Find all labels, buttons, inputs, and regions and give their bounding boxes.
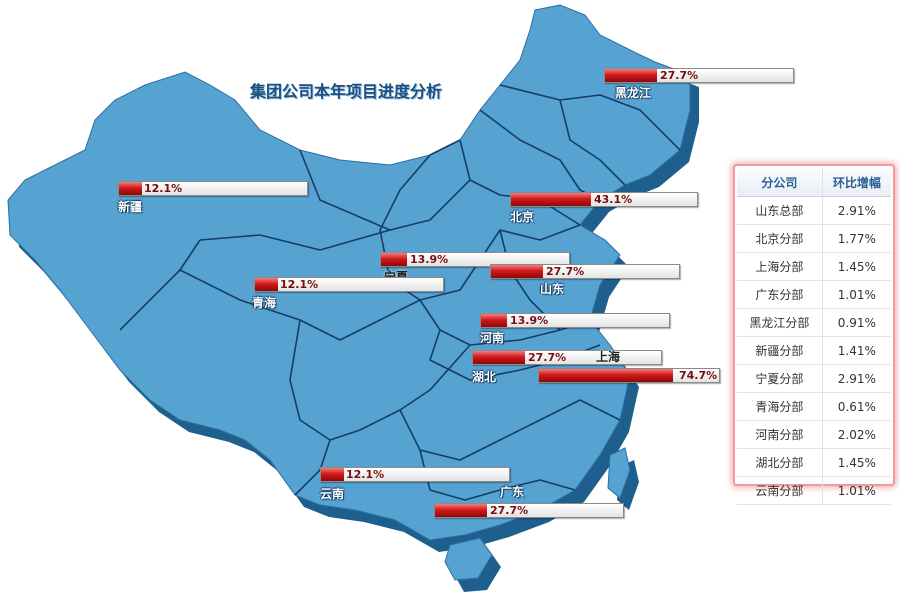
branch-cell: 河南分部 xyxy=(737,420,823,449)
table-row: 云南分部 1.01% xyxy=(737,476,891,505)
region-label-henan: 河南 xyxy=(480,331,505,345)
progress-fill xyxy=(605,69,657,82)
progress-fill xyxy=(381,253,407,266)
progress-fill xyxy=(473,351,525,364)
growth-table-panel: 分公司 环比增幅 山东总部 2.91% 北京分部 1.77% 上海分部 1.45% 广… xyxy=(733,164,895,505)
table-row: 黑龙江分部 0.91% xyxy=(737,308,891,337)
region-label-hubei: 湖北 xyxy=(472,370,497,384)
progress-fill xyxy=(511,193,591,206)
table-header-row: 分公司 环比增幅 xyxy=(737,168,891,197)
table-row: 上海分部 1.45% xyxy=(737,252,891,281)
growth-cell: 0.91% xyxy=(821,308,891,337)
branch-cell: 青海分部 xyxy=(737,392,823,421)
progress-fill xyxy=(491,265,543,278)
branch-cell: 新疆分部 xyxy=(737,336,823,365)
growth-cell: 1.45% xyxy=(821,448,891,477)
progress-bar-xinjiang: 12.1% xyxy=(118,181,308,196)
region-label-beijing: 北京 xyxy=(510,210,535,224)
progress-bar-hubei: 27.7% xyxy=(472,350,662,365)
progress-fill xyxy=(481,314,507,327)
progress-percent: 13.9% xyxy=(410,253,449,266)
progress-bar-shanghai: 74.7% xyxy=(538,368,720,383)
progress-bar-ningxia: 13.9% xyxy=(380,252,570,267)
table-row: 湖北分部 1.45% xyxy=(737,448,891,477)
growth-table: 分公司 环比增幅 山东总部 2.91% 北京分部 1.77% 上海分部 1.45% 广… xyxy=(737,168,891,505)
growth-cell: 1.01% xyxy=(821,476,891,505)
growth-cell: 2.91% xyxy=(821,364,891,393)
progress-percent: 13.9% xyxy=(510,314,549,327)
progress-bar-qinghai: 12.1% xyxy=(254,277,444,292)
region-label-shanghai: 上海 xyxy=(596,350,621,364)
branch-cell: 广东分部 xyxy=(737,280,823,309)
region-label-guangdong: 广东 xyxy=(500,485,525,499)
region-label-shandong: 山东 xyxy=(540,282,565,296)
branch-cell: 湖北分部 xyxy=(737,448,823,477)
progress-percent: 12.1% xyxy=(346,468,385,481)
progress-fill xyxy=(119,182,142,195)
branch-cell: 北京分部 xyxy=(737,224,823,253)
progress-percent: 27.7% xyxy=(528,351,567,364)
region-label-yunnan: 云南 xyxy=(320,487,345,501)
growth-cell: 0.61% xyxy=(821,392,891,421)
table-row: 宁夏分部 2.91% xyxy=(737,364,891,393)
progress-bar-beijing: 43.1% xyxy=(510,192,698,207)
growth-cell: 1.45% xyxy=(821,252,891,281)
progress-bar-shandong: 27.7% xyxy=(490,264,680,279)
branch-cell: 云南分部 xyxy=(737,476,823,505)
growth-cell: 2.02% xyxy=(821,420,891,449)
region-label-xinjiang: 新疆 xyxy=(118,200,143,214)
progress-bar-heilongjiang: 27.7% xyxy=(604,68,794,83)
table-row: 新疆分部 1.41% xyxy=(737,336,891,365)
progress-percent: 12.1% xyxy=(280,278,319,291)
province-borders xyxy=(119,84,681,501)
progress-bar-guangdong: 27.7% xyxy=(434,503,624,518)
map-title: 集团公司本年项目进度分析 xyxy=(250,82,443,101)
branch-cell: 上海分部 xyxy=(737,252,823,281)
progress-percent: 27.7% xyxy=(546,265,585,278)
progress-fill xyxy=(321,468,344,481)
progress-percent: 12.1% xyxy=(144,182,183,195)
table-row: 广东分部 1.01% xyxy=(737,280,891,309)
branch-cell: 宁夏分部 xyxy=(737,364,823,393)
region-label-heilongjiang: 黑龙江 xyxy=(615,86,652,100)
region-label-qinghai: 青海 xyxy=(252,296,277,310)
growth-cell: 1.41% xyxy=(821,336,891,365)
progress-fill xyxy=(539,369,673,382)
branch-cell: 山东总部 xyxy=(737,196,823,225)
growth-cell: 2.91% xyxy=(821,196,891,225)
table-row: 河南分部 2.02% xyxy=(737,420,891,449)
progress-percent: 27.7% xyxy=(660,69,699,82)
progress-percent: 43.1% xyxy=(594,193,633,206)
branch-cell: 黑龙江分部 xyxy=(737,308,823,337)
growth-cell: 1.01% xyxy=(821,280,891,309)
progress-bar-henan: 13.9% xyxy=(480,313,670,328)
column-header-growth: 环比增幅 xyxy=(821,168,891,197)
progress-percent: 27.7% xyxy=(490,504,529,517)
progress-fill xyxy=(255,278,278,291)
column-header-branch: 分公司 xyxy=(737,168,823,197)
table-row: 青海分部 0.61% xyxy=(737,392,891,421)
progress-percent: 74.7% xyxy=(679,369,718,382)
table-row: 山东总部 2.91% xyxy=(737,196,891,225)
table-row: 北京分部 1.77% xyxy=(737,224,891,253)
growth-cell: 1.77% xyxy=(821,224,891,253)
progress-bar-yunnan: 12.1% xyxy=(320,467,510,482)
progress-fill xyxy=(435,504,487,517)
